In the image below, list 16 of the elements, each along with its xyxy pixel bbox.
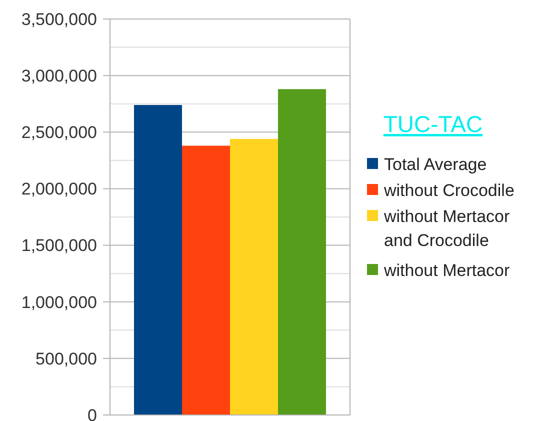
y-tick-label: 500,000 xyxy=(36,349,97,368)
bar xyxy=(182,146,230,415)
y-tick-label: 3,000,000 xyxy=(21,66,97,86)
legend-label: without Mertacor xyxy=(383,260,510,280)
bar xyxy=(278,89,326,415)
bar xyxy=(230,138,278,415)
y-tick-label: 1,000,000 xyxy=(21,292,97,312)
y-tick-label: 1,500,000 xyxy=(21,236,97,256)
y-tick-label: 2,500,000 xyxy=(21,123,97,142)
y-tick-label: 0 xyxy=(88,406,97,421)
y-tick-label: 2,000,000 xyxy=(21,180,97,199)
y-tick-label: 3,500,000 xyxy=(21,10,97,29)
bar xyxy=(134,104,182,415)
legend-label: Total Average xyxy=(384,154,487,174)
legend-title: TUC-TAC xyxy=(383,111,483,137)
legend-label: without Crocodile xyxy=(383,180,514,200)
